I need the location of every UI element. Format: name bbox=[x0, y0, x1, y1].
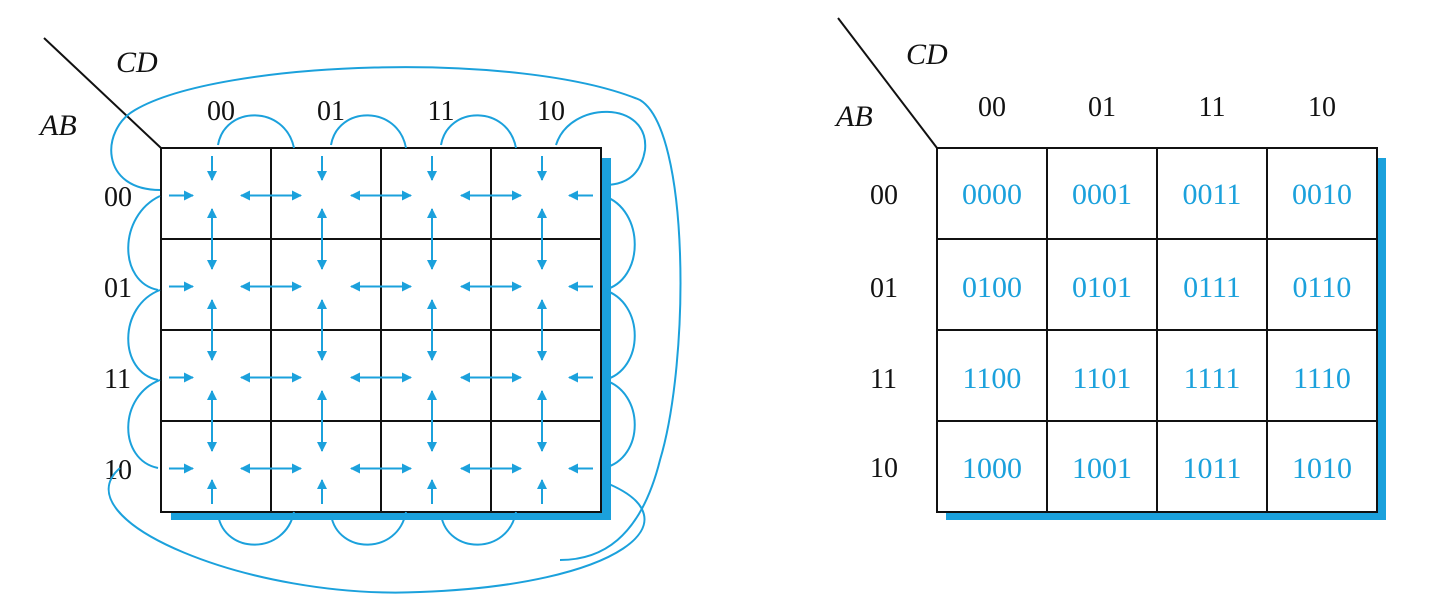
loop-bottom-11-10 bbox=[440, 511, 517, 546]
loop-wrap-rows bbox=[107, 467, 646, 594]
left-col-var-label: CD bbox=[116, 46, 158, 79]
right-corner-diagonal bbox=[837, 17, 938, 149]
loop-right-11-10 bbox=[603, 379, 636, 469]
loop-left-00-01 bbox=[127, 195, 161, 291]
left-kmap: CD AB 00 01 11 10 00 01 11 10 bbox=[38, 37, 682, 594]
left-row-var-label: AB bbox=[38, 109, 77, 142]
loop-col-01-11 bbox=[330, 114, 407, 149]
right-row-label: 01 bbox=[870, 273, 898, 304]
loop-bottom-01-11 bbox=[330, 511, 407, 546]
right-map-gridlines bbox=[937, 148, 1377, 512]
loop-wrap-corner-tr bbox=[555, 110, 647, 186]
cell-code: 1001 bbox=[1072, 452, 1132, 485]
loop-left-01-11 bbox=[127, 289, 161, 381]
right-col-var-label: CD bbox=[906, 38, 948, 71]
loop-col-00-01 bbox=[217, 114, 295, 149]
cell-code: 1000 bbox=[962, 452, 1022, 485]
cell-code: 1011 bbox=[1183, 452, 1242, 485]
loop-col-11-10 bbox=[440, 114, 517, 149]
cell-code: 0011 bbox=[1183, 178, 1242, 211]
cell-code: 0111 bbox=[1183, 271, 1241, 304]
left-row-label: 11 bbox=[104, 364, 131, 395]
cell-code: 1110 bbox=[1293, 362, 1351, 395]
left-col-label: 11 bbox=[428, 96, 455, 127]
cell-code: 1111 bbox=[1184, 362, 1241, 395]
cell-code: 0101 bbox=[1072, 271, 1132, 304]
loop-right-00-01 bbox=[603, 195, 636, 291]
cell-code: 0000 bbox=[962, 178, 1022, 211]
cell-code: 0010 bbox=[1292, 178, 1352, 211]
loop-right-01-11 bbox=[603, 289, 636, 381]
right-row-var-label: AB bbox=[834, 100, 873, 133]
wraparound-loops bbox=[107, 66, 682, 594]
cell-code: 1100 bbox=[963, 362, 1022, 395]
loop-left-11-10 bbox=[127, 379, 161, 469]
left-map-gridlines bbox=[161, 148, 601, 512]
loop-wrap-cols bbox=[110, 66, 682, 561]
cell-code: 0100 bbox=[962, 271, 1022, 304]
right-col-label: 01 bbox=[1088, 92, 1116, 123]
cell-code: 0001 bbox=[1072, 178, 1132, 211]
right-row-label: 10 bbox=[870, 453, 898, 484]
cell-code: 1010 bbox=[1292, 452, 1352, 485]
left-row-label: 00 bbox=[104, 182, 132, 213]
left-col-label: 10 bbox=[537, 96, 565, 127]
right-map-cells: 0000 0001 0011 0010 0100 0101 0111 0110 … bbox=[962, 178, 1352, 485]
cell-code: 1101 bbox=[1073, 362, 1132, 395]
right-col-label: 10 bbox=[1308, 92, 1336, 123]
left-col-label: 00 bbox=[207, 96, 235, 127]
cell-code: 0110 bbox=[1293, 271, 1352, 304]
right-row-label: 00 bbox=[870, 180, 898, 211]
right-col-label: 00 bbox=[978, 92, 1006, 123]
left-corner-diagonal bbox=[43, 37, 162, 149]
loop-bottom-00-01 bbox=[217, 511, 295, 546]
right-kmap: CD AB 00 01 11 10 00 01 11 10 0000 0001 … bbox=[834, 17, 1386, 520]
left-row-label: 01 bbox=[104, 273, 132, 304]
right-col-label: 11 bbox=[1199, 92, 1226, 123]
right-row-label: 11 bbox=[870, 364, 897, 395]
left-col-label: 01 bbox=[317, 96, 345, 127]
adjacency-arrows bbox=[169, 156, 593, 504]
